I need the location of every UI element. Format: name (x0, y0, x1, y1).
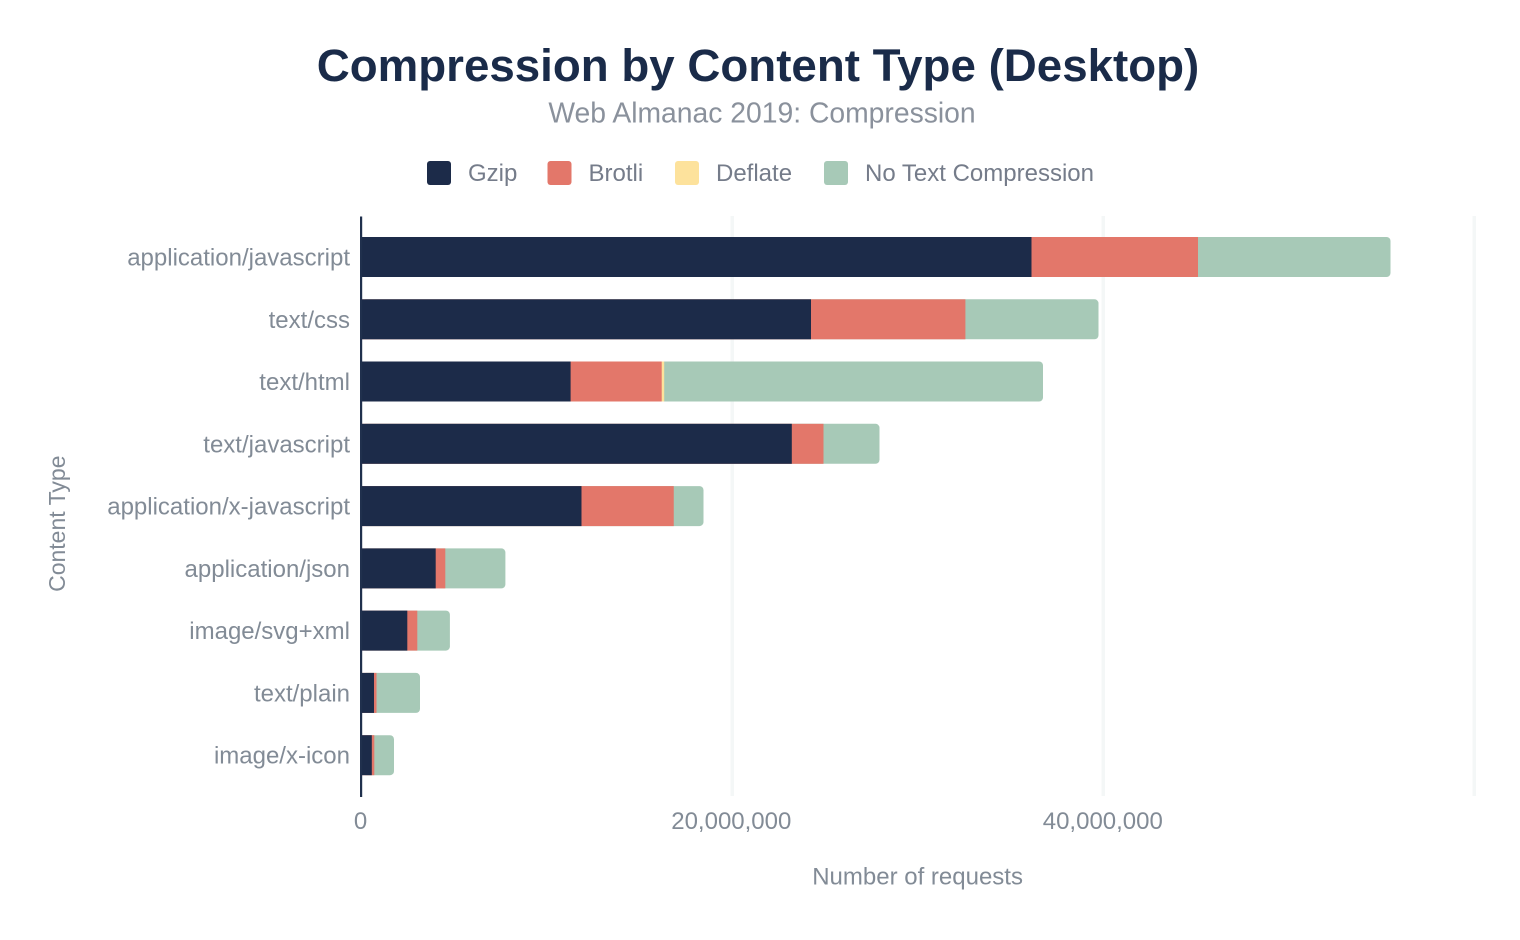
svg-text:No Text Compression: No Text Compression (865, 160, 1094, 187)
svg-text:image/x-icon: image/x-icon (214, 743, 350, 770)
svg-text:application/javascript: application/javascript (127, 245, 350, 272)
svg-text:Web Almanac 2019: Compression: Web Almanac 2019: Compression (548, 97, 975, 129)
svg-text:application/x-javascript: application/x-javascript (107, 494, 350, 521)
svg-text:40,000,000: 40,000,000 (1043, 808, 1163, 835)
svg-text:Gzip: Gzip (468, 160, 517, 187)
svg-text:0: 0 (354, 808, 367, 835)
svg-text:text/html: text/html (259, 369, 350, 396)
svg-text:20,000,000: 20,000,000 (671, 808, 791, 835)
svg-text:Brotli: Brotli (589, 160, 644, 187)
svg-text:Number of requests: Number of requests (812, 864, 1023, 891)
svg-text:text/plain: text/plain (254, 680, 350, 707)
svg-text:Deflate: Deflate (716, 160, 792, 187)
svg-text:text/javascript: text/javascript (203, 431, 350, 458)
svg-text:image/svg+xml: image/svg+xml (189, 618, 350, 645)
svg-text:text/css: text/css (269, 307, 350, 334)
svg-text:Content Type: Content Type (44, 455, 70, 591)
svg-text:application/json: application/json (185, 556, 350, 583)
svg-text:Compression by Content Type (D: Compression by Content Type (Desktop) (317, 40, 1200, 91)
